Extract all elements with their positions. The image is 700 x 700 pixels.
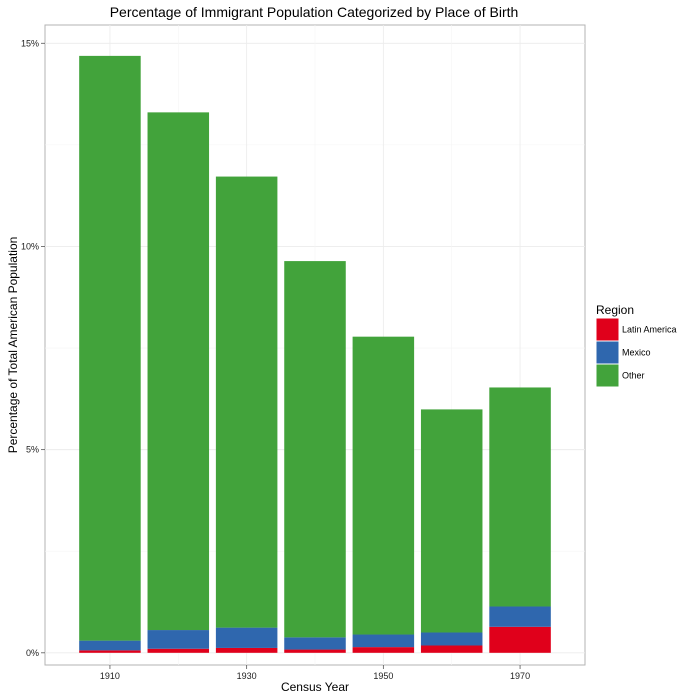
bar-segment — [489, 387, 551, 607]
x-tick-label: 1910 — [100, 671, 120, 681]
legend: Region Latin America Mexico Other — [595, 303, 677, 388]
bar-segment — [489, 626, 551, 653]
bar-segment — [284, 649, 346, 653]
bar-segment — [147, 112, 210, 631]
bar-segment — [420, 409, 483, 633]
bar-segment — [79, 55, 141, 641]
bar-segment — [352, 336, 415, 635]
bar-segment — [215, 176, 278, 628]
bar-segment — [79, 640, 141, 651]
x-axis-title: Census Year — [281, 680, 349, 694]
y-tick-label: 10% — [21, 241, 39, 251]
x-tick-label: 1970 — [510, 671, 530, 681]
y-tick-label: 5% — [26, 445, 39, 455]
legend-title: Region — [596, 303, 634, 317]
bar-segment — [147, 630, 210, 649]
bars — [79, 55, 551, 653]
legend-swatch — [595, 363, 620, 388]
y-tick-label: 0% — [26, 648, 39, 658]
bar-segment — [352, 647, 415, 653]
x-tick-label: 1930 — [237, 671, 257, 681]
bar-segment — [420, 632, 483, 646]
y-axis: 0% 5% 10% 15% — [21, 38, 45, 658]
bar-segment — [215, 647, 278, 653]
y-tick-label: 15% — [21, 38, 39, 48]
legend-label: Mexico — [622, 348, 651, 358]
legend-swatch — [595, 340, 620, 365]
bar-segment — [284, 261, 346, 638]
legend-label: Latin America — [622, 325, 677, 335]
chart-title: Percentage of Immigrant Population Categ… — [110, 4, 519, 20]
x-tick-label: 1950 — [373, 671, 393, 681]
bar-segment — [215, 627, 278, 648]
legend-swatch — [595, 317, 620, 342]
bar-segment — [79, 650, 141, 653]
bar-segment — [284, 637, 346, 650]
bar-segment — [352, 634, 415, 648]
legend-label: Other — [622, 371, 645, 381]
x-axis: 1910 1930 1950 1970 — [100, 665, 530, 681]
bar-segment — [420, 645, 483, 653]
y-axis-title: Percentage of Total American Population — [6, 237, 20, 454]
bar-segment — [489, 606, 551, 627]
bar-segment — [147, 648, 210, 653]
